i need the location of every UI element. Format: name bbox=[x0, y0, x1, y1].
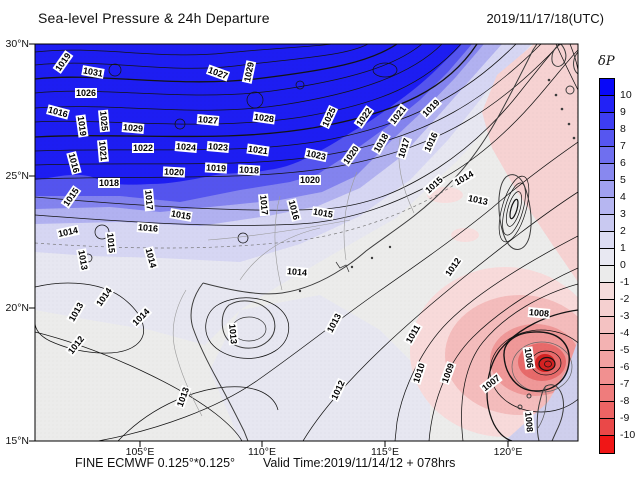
colorbar-tick-label: 0 bbox=[620, 259, 626, 271]
colorbar-cell bbox=[600, 436, 614, 453]
colorbar-tick-label: 4 bbox=[620, 191, 626, 203]
page-title: Sea-level Pressure & 24h Departure bbox=[38, 10, 270, 26]
model-info: FINE ECMWF 0.125°*0.125° bbox=[75, 456, 236, 470]
shading-field bbox=[35, 44, 578, 441]
colorbar-cell bbox=[600, 283, 614, 300]
colorbar-cell bbox=[600, 419, 614, 436]
colorbar-tick-label: -3 bbox=[620, 310, 630, 322]
colorbar-cell bbox=[600, 147, 614, 164]
colorbar-tick-label: -5 bbox=[620, 344, 630, 356]
colorbar-tick-label: 8 bbox=[620, 123, 626, 135]
colorbar-tick-label: -10 bbox=[620, 429, 636, 441]
colorbar-tick-label: 6 bbox=[620, 157, 626, 169]
colorbar-tick-label: -8 bbox=[620, 395, 630, 407]
colorbar-cell bbox=[600, 351, 614, 368]
colorbar-tick-label: 7 bbox=[620, 140, 626, 152]
colorbar-tick-label: 9 bbox=[620, 106, 626, 118]
colorbar-cell bbox=[600, 402, 614, 419]
colorbar-cell bbox=[600, 334, 614, 351]
colorbar-tick-label: -1 bbox=[620, 276, 630, 288]
axis-ticks bbox=[29, 43, 509, 447]
colorbar-cell bbox=[600, 130, 614, 147]
colorbar-cell bbox=[600, 96, 614, 113]
colorbar-tick-label: -6 bbox=[620, 361, 630, 373]
colorbar-cell bbox=[600, 181, 614, 198]
colorbar-cell bbox=[600, 317, 614, 334]
colorbar-cell bbox=[600, 266, 614, 283]
coastlines bbox=[190, 44, 578, 441]
colorbar-cell bbox=[600, 249, 614, 266]
colorbar-tick-label: 5 bbox=[620, 174, 626, 186]
colorbar-tick-label: 1 bbox=[620, 242, 626, 254]
colorbar-cell bbox=[600, 300, 614, 317]
province-borders bbox=[172, 137, 415, 417]
colorbar-cell bbox=[600, 368, 614, 385]
colorbar-tick-label: 2 bbox=[620, 225, 626, 237]
colorbar-title: δP bbox=[598, 54, 615, 69]
colorbar-tick-label: -7 bbox=[620, 378, 630, 390]
colorbar-cell bbox=[600, 232, 614, 249]
valid-time: Valid Time:2019/11/14/12 + 078hrs bbox=[263, 456, 456, 470]
colorbar bbox=[599, 78, 615, 454]
colorbar-tick-label: -9 bbox=[620, 412, 630, 424]
colorbar-cell bbox=[600, 198, 614, 215]
colorbar-cell bbox=[600, 79, 614, 96]
analysis-datetime: 2019/11/17/18(UTC) bbox=[486, 11, 604, 26]
colorbar-cell bbox=[600, 215, 614, 232]
colorbar-tick-label: 3 bbox=[620, 208, 626, 220]
colorbar-tick-label: 10 bbox=[620, 89, 632, 101]
colorbar-cell bbox=[600, 164, 614, 181]
colorbar-cell bbox=[600, 113, 614, 130]
colorbar-cell bbox=[600, 385, 614, 402]
map-frame bbox=[29, 43, 579, 447]
colorbar-tick-label: -2 bbox=[620, 293, 630, 305]
colorbar-tick-label: -4 bbox=[620, 327, 630, 339]
